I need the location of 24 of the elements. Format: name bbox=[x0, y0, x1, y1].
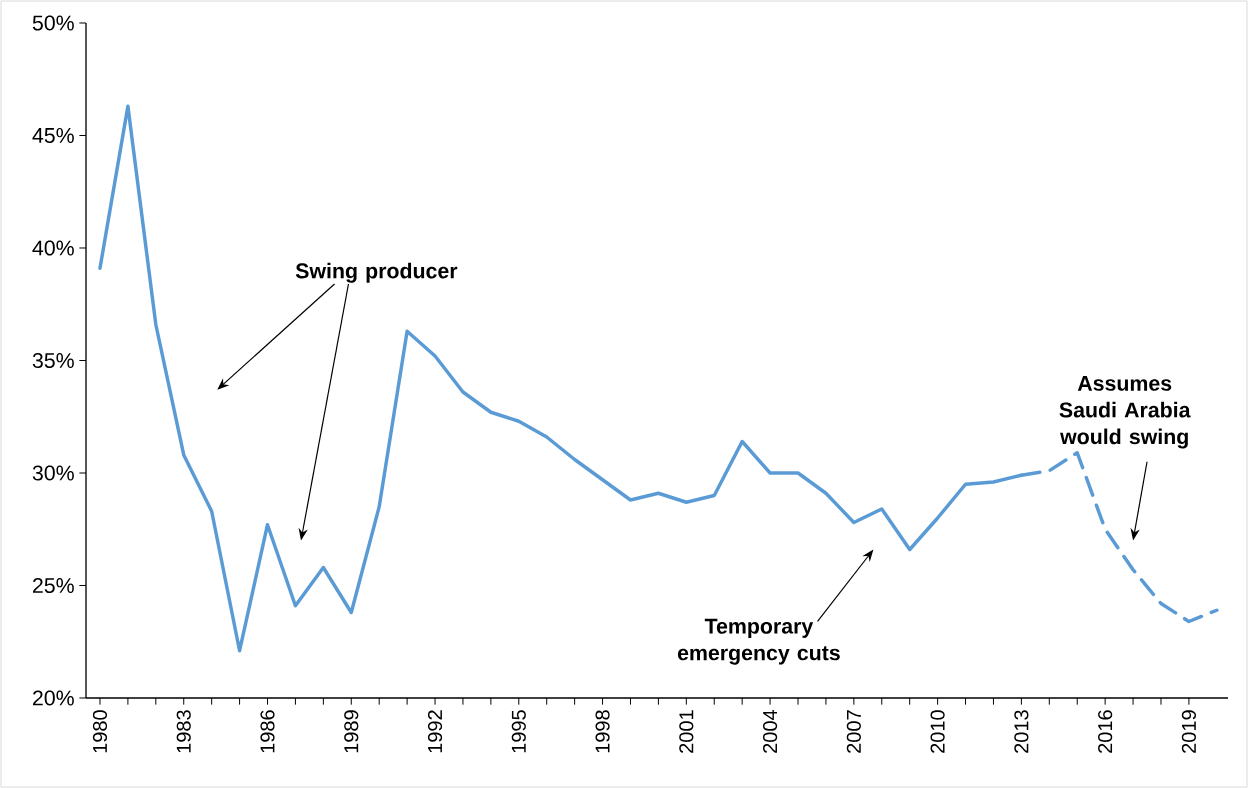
x-tick-label: 2010 bbox=[930, 710, 945, 753]
y-tick-label: 35% bbox=[32, 352, 74, 369]
x-tick-label: 2004 bbox=[763, 709, 778, 753]
x-tick-label: 2001 bbox=[679, 710, 694, 753]
x-tick-label: 2007 bbox=[846, 710, 861, 753]
x-tick-label: 2019 bbox=[1181, 710, 1196, 753]
y-tick-label: 40% bbox=[32, 240, 74, 256]
annotation: Temporary emergency cuts bbox=[677, 618, 840, 665]
annotation: Swing producer bbox=[295, 262, 458, 283]
y-tick-label: 45% bbox=[32, 127, 74, 143]
x-tick-label: 1992 bbox=[427, 710, 443, 753]
y-tick-label: 25% bbox=[33, 577, 74, 594]
x-tick-label: 1995 bbox=[511, 710, 526, 753]
x-tick-label: 1980 bbox=[92, 710, 108, 753]
y-tick-label: 20% bbox=[33, 690, 74, 706]
y-tick-label: 50% bbox=[32, 15, 74, 31]
x-tick-label: 2016 bbox=[1098, 710, 1113, 753]
x-tick-label: 1986 bbox=[260, 710, 275, 753]
annotation: Assumes Saudi Arabia would swing bbox=[1059, 375, 1191, 449]
y-tick-label: 30% bbox=[32, 465, 74, 481]
x-tick-label: 1983 bbox=[176, 710, 191, 753]
x-tick-label: 2013 bbox=[1014, 710, 1029, 753]
x-tick-label: 1989 bbox=[344, 710, 359, 753]
x-tick-label: 1998 bbox=[595, 710, 610, 753]
